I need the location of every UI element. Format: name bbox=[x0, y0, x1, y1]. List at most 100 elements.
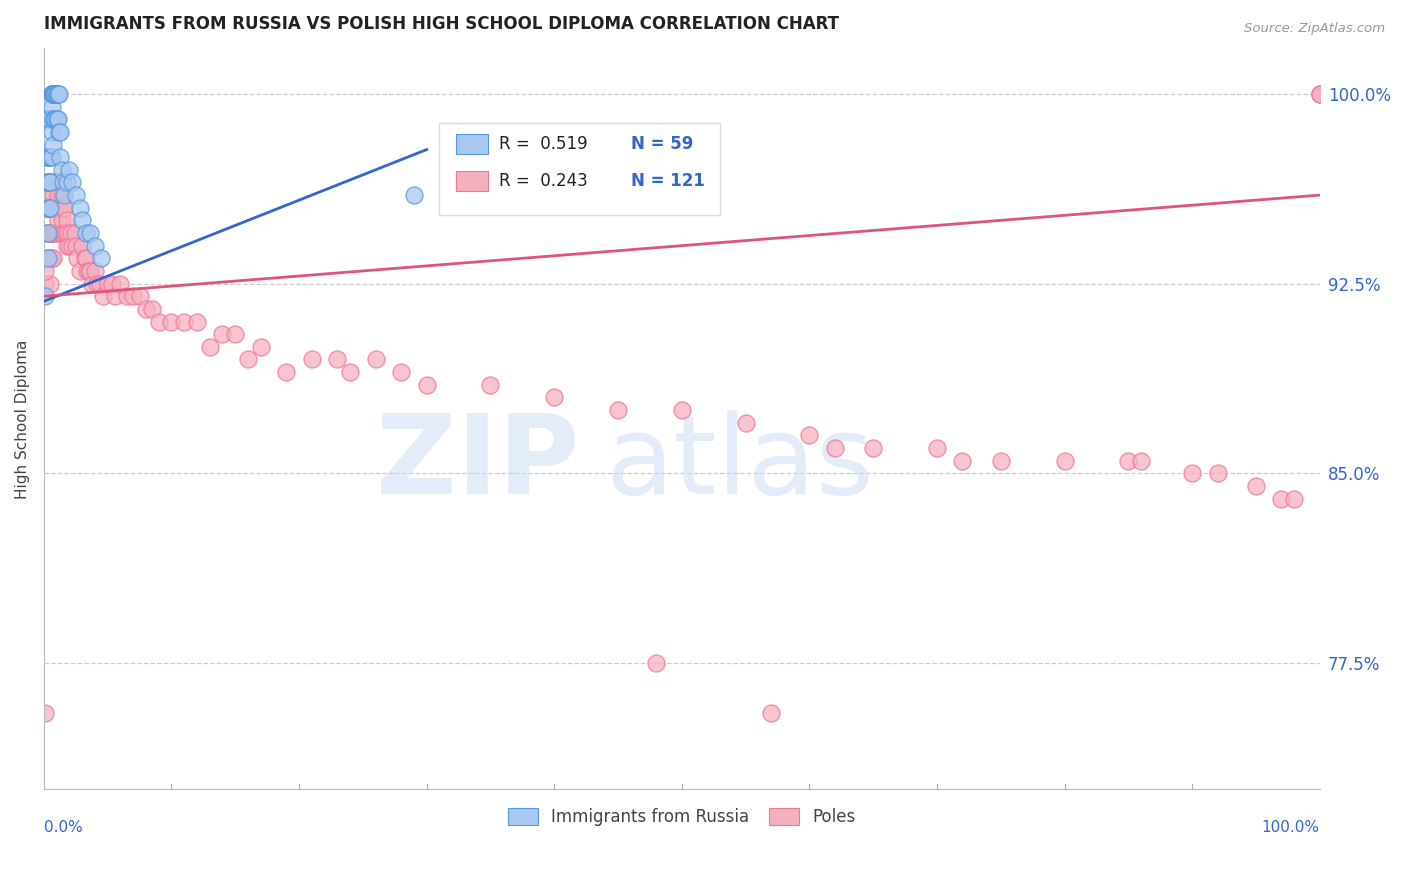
Point bbox=[48, 176, 70, 190]
Point bbox=[44, 201, 66, 215]
Point bbox=[79, 264, 101, 278]
Point bbox=[45, 87, 67, 101]
Point bbox=[402, 188, 425, 202]
FancyBboxPatch shape bbox=[440, 122, 720, 215]
Point bbox=[38, 201, 60, 215]
Text: IMMIGRANTS FROM RUSSIA VS POLISH HIGH SCHOOL DIPLOMA CORRELATION CHART: IMMIGRANTS FROM RUSSIA VS POLISH HIGH SC… bbox=[44, 15, 839, 33]
Point bbox=[135, 301, 157, 316]
Point bbox=[224, 327, 246, 342]
Point bbox=[42, 176, 65, 190]
Point bbox=[607, 403, 630, 417]
Point bbox=[37, 252, 59, 266]
Point bbox=[66, 252, 89, 266]
Point bbox=[84, 238, 107, 252]
Point bbox=[173, 314, 195, 328]
Point bbox=[49, 125, 72, 139]
Point bbox=[52, 201, 75, 215]
Point bbox=[39, 150, 62, 164]
Point bbox=[35, 150, 58, 164]
Point bbox=[75, 252, 97, 266]
Point bbox=[39, 252, 62, 266]
Point bbox=[415, 377, 437, 392]
Point bbox=[39, 226, 62, 240]
Point bbox=[73, 252, 96, 266]
Point bbox=[41, 252, 63, 266]
Point bbox=[37, 201, 59, 215]
Point bbox=[326, 352, 349, 367]
Point bbox=[91, 289, 114, 303]
Point bbox=[38, 112, 60, 127]
Point bbox=[100, 277, 122, 291]
Point bbox=[42, 226, 65, 240]
Point bbox=[128, 289, 150, 303]
Point bbox=[42, 112, 65, 127]
Point bbox=[1053, 453, 1076, 467]
Point bbox=[759, 706, 782, 721]
Point bbox=[37, 226, 59, 240]
Text: atlas: atlas bbox=[605, 409, 873, 516]
Point bbox=[56, 213, 79, 227]
Point bbox=[49, 150, 72, 164]
Point bbox=[45, 226, 67, 240]
Point bbox=[38, 150, 60, 164]
Point bbox=[990, 453, 1012, 467]
Point bbox=[42, 137, 65, 152]
Point bbox=[65, 238, 87, 252]
Point bbox=[148, 314, 170, 328]
Point bbox=[35, 176, 58, 190]
Text: N = 59: N = 59 bbox=[631, 135, 693, 153]
Point bbox=[42, 87, 65, 101]
Point bbox=[952, 453, 974, 467]
Point bbox=[42, 252, 65, 266]
Point bbox=[39, 201, 62, 215]
Point bbox=[60, 238, 83, 252]
Point bbox=[48, 87, 70, 101]
Point bbox=[38, 188, 60, 202]
Point bbox=[39, 277, 62, 291]
Text: 100.0%: 100.0% bbox=[1261, 820, 1320, 835]
Point bbox=[58, 162, 80, 177]
Point bbox=[301, 352, 323, 367]
Point bbox=[1206, 467, 1229, 481]
Point bbox=[60, 176, 83, 190]
Point bbox=[862, 441, 884, 455]
FancyBboxPatch shape bbox=[456, 134, 488, 154]
Point bbox=[925, 441, 948, 455]
Point bbox=[45, 176, 67, 190]
Point bbox=[42, 87, 65, 101]
Point bbox=[42, 201, 65, 215]
Point bbox=[339, 365, 361, 379]
Point bbox=[41, 87, 63, 101]
Point bbox=[44, 176, 66, 190]
Point bbox=[1309, 87, 1331, 101]
Point bbox=[42, 87, 65, 101]
Point bbox=[211, 327, 233, 342]
Point bbox=[53, 226, 76, 240]
Point bbox=[42, 87, 65, 101]
Point bbox=[38, 226, 60, 240]
Point bbox=[389, 365, 412, 379]
Point bbox=[34, 264, 56, 278]
Point bbox=[35, 188, 58, 202]
Point bbox=[42, 112, 65, 127]
Point bbox=[249, 340, 271, 354]
Point bbox=[364, 352, 387, 367]
Point bbox=[1282, 491, 1305, 506]
Point bbox=[1270, 491, 1292, 506]
Point bbox=[53, 188, 76, 202]
Point bbox=[1181, 467, 1204, 481]
Point bbox=[90, 252, 112, 266]
Point bbox=[34, 706, 56, 721]
Point bbox=[76, 264, 98, 278]
Point bbox=[48, 201, 70, 215]
Point bbox=[35, 252, 58, 266]
Point bbox=[41, 176, 63, 190]
Point bbox=[59, 226, 82, 240]
Point bbox=[1130, 453, 1153, 467]
Point bbox=[52, 176, 75, 190]
Point bbox=[42, 201, 65, 215]
Point bbox=[45, 201, 67, 215]
Point bbox=[37, 252, 59, 266]
Point bbox=[77, 264, 100, 278]
Point bbox=[39, 176, 62, 190]
